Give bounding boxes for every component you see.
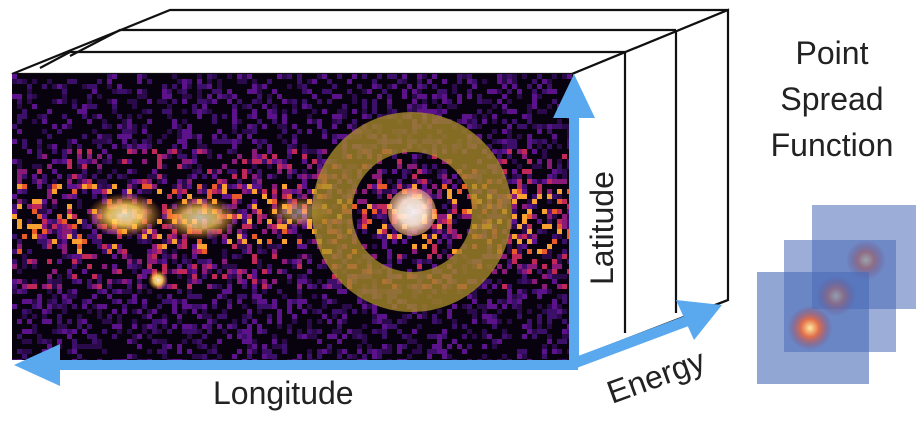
- photon-counts: [12, 74, 572, 360]
- longitude-axis: [56, 360, 578, 370]
- latitude-label: Latitude: [584, 171, 620, 285]
- psf-title-line: Function: [770, 127, 894, 163]
- latitude-arrow-head: [553, 74, 595, 118]
- psf-title-line: Point: [795, 35, 869, 71]
- emission-blob: [160, 196, 240, 240]
- emission-blob: [87, 193, 163, 237]
- longitude-arrow-head: [14, 344, 60, 386]
- cube-slice-edge: [69, 28, 676, 57]
- annulus-region: [312, 112, 512, 312]
- psf-source: [788, 306, 832, 350]
- psf-panel-stack: [757, 205, 916, 384]
- sky-map: [12, 74, 572, 360]
- energy-axis: [570, 314, 694, 369]
- longitude-label: Longitude: [213, 375, 354, 411]
- bright-point-source: [388, 188, 436, 236]
- latitude-axis: [569, 112, 579, 364]
- cube-outline: [11, 8, 730, 362]
- energy-arrow-head: [676, 300, 722, 340]
- point-source: [148, 270, 168, 290]
- cube-slice-edge: [39, 50, 625, 69]
- axes: [14, 74, 722, 386]
- psf-title: Point Spread Function: [752, 30, 912, 168]
- psf-title-line: Spread: [780, 81, 884, 117]
